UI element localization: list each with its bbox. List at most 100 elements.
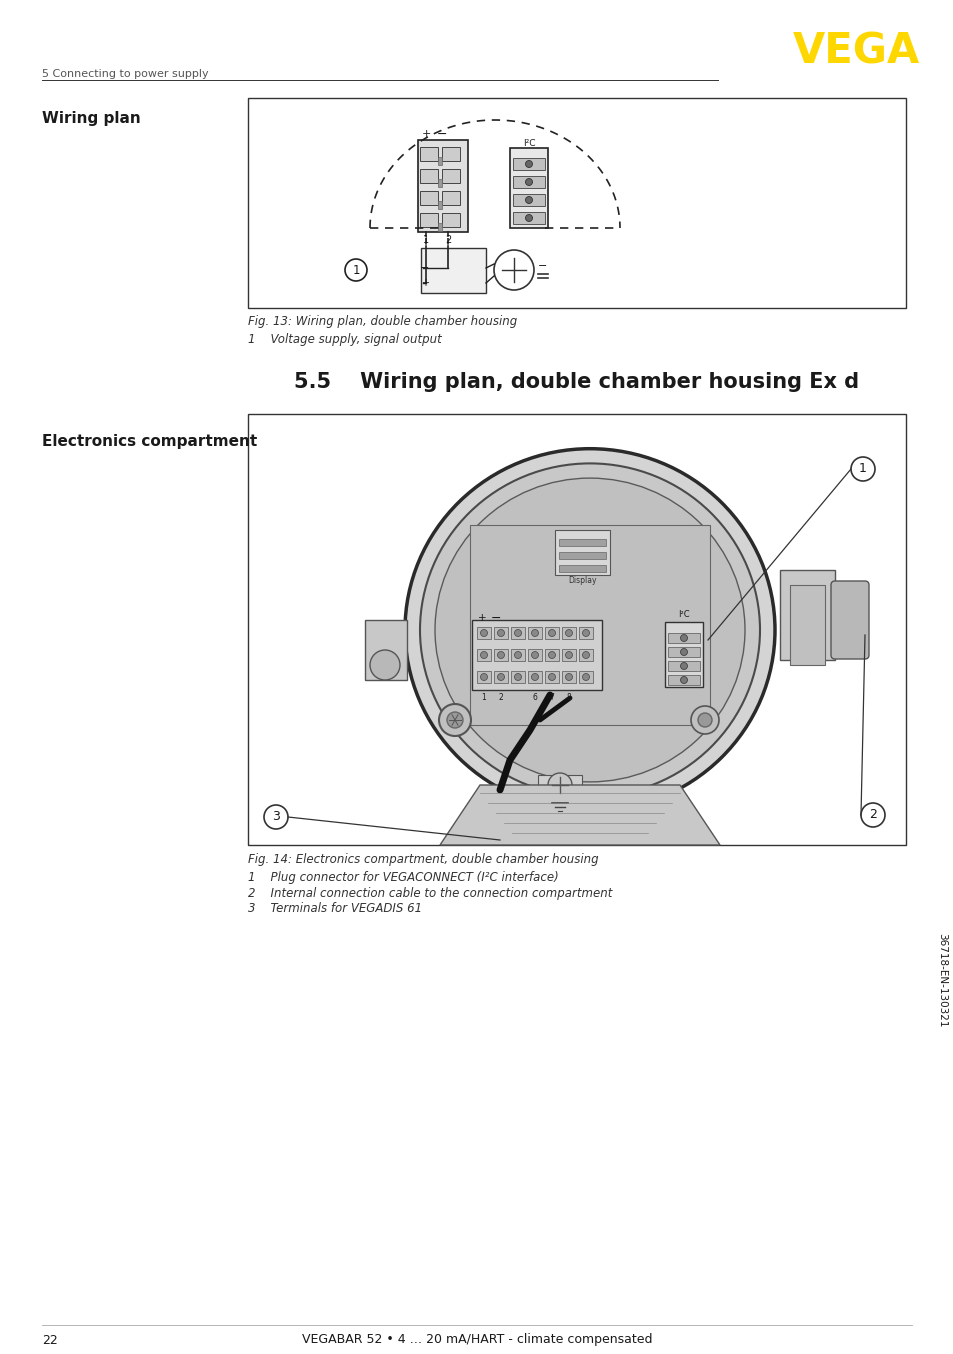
Bar <box>472 620 601 691</box>
Circle shape <box>525 196 532 203</box>
Bar <box>513 194 544 206</box>
Bar <box>511 672 524 682</box>
Bar <box>476 649 491 661</box>
Text: 3    Terminals for VEGADIS 61: 3 Terminals for VEGADIS 61 <box>248 903 421 915</box>
Circle shape <box>438 704 471 737</box>
Circle shape <box>565 651 572 658</box>
Bar <box>664 621 702 686</box>
Circle shape <box>565 673 572 681</box>
Bar <box>417 139 468 232</box>
Text: −: − <box>490 612 500 624</box>
Text: Fig. 13: Wiring plan, double chamber housing: Fig. 13: Wiring plan, double chamber hou… <box>248 315 517 329</box>
Bar <box>578 649 593 661</box>
Bar <box>513 176 544 188</box>
Bar <box>511 627 524 639</box>
Circle shape <box>861 803 884 827</box>
Text: Display: Display <box>568 577 597 585</box>
Bar <box>527 627 541 639</box>
Circle shape <box>698 714 711 727</box>
Bar <box>578 672 593 682</box>
Bar <box>365 620 407 680</box>
Bar <box>437 157 441 165</box>
Text: 5.5    Wiring plan, double chamber housing Ex d: 5.5 Wiring plan, double chamber housing … <box>294 372 859 393</box>
Circle shape <box>582 630 589 636</box>
Text: 8: 8 <box>566 693 571 703</box>
Text: 3: 3 <box>272 811 279 823</box>
Circle shape <box>531 673 537 681</box>
Bar <box>561 649 576 661</box>
Ellipse shape <box>405 448 774 811</box>
Text: 1    Plug connector for VEGACONNECT (I²C interface): 1 Plug connector for VEGACONNECT (I²C in… <box>248 871 558 884</box>
Text: 1: 1 <box>422 236 429 245</box>
Bar <box>578 627 593 639</box>
Bar <box>537 774 581 795</box>
Circle shape <box>480 673 487 681</box>
Circle shape <box>850 458 874 481</box>
Bar <box>494 649 507 661</box>
Bar <box>441 148 459 161</box>
Circle shape <box>514 673 521 681</box>
Circle shape <box>690 705 719 734</box>
Bar <box>667 661 700 672</box>
Circle shape <box>547 773 572 798</box>
Circle shape <box>480 630 487 636</box>
Circle shape <box>548 651 555 658</box>
Polygon shape <box>439 785 720 845</box>
Bar <box>437 200 441 209</box>
Text: +: + <box>421 129 430 139</box>
Text: Electronics compartment: Electronics compartment <box>42 435 257 450</box>
Bar <box>248 414 905 845</box>
Bar <box>780 570 834 659</box>
Circle shape <box>480 651 487 658</box>
Text: +: + <box>420 278 429 288</box>
Text: −: − <box>436 127 447 141</box>
Bar <box>511 649 524 661</box>
Bar <box>558 565 605 571</box>
Bar <box>527 672 541 682</box>
Text: I²C: I²C <box>678 611 689 620</box>
Bar <box>667 647 700 657</box>
Text: 1    Voltage supply, signal output: 1 Voltage supply, signal output <box>248 333 441 347</box>
Circle shape <box>679 649 687 655</box>
Circle shape <box>497 651 504 658</box>
Text: Fig. 14: Electronics compartment, double chamber housing: Fig. 14: Electronics compartment, double… <box>248 853 598 865</box>
Bar <box>513 213 544 223</box>
Bar <box>437 223 441 232</box>
Bar <box>558 539 605 546</box>
Bar <box>544 672 558 682</box>
Bar <box>513 158 544 171</box>
Text: 1: 1 <box>481 693 486 703</box>
Bar <box>420 248 485 292</box>
Circle shape <box>525 161 532 168</box>
Text: −: − <box>537 261 547 271</box>
Text: 1: 1 <box>858 463 866 475</box>
Text: VEGA: VEGA <box>792 31 919 73</box>
Bar <box>667 676 700 685</box>
Circle shape <box>264 806 288 829</box>
Bar <box>555 529 609 575</box>
Circle shape <box>514 651 521 658</box>
Circle shape <box>548 673 555 681</box>
Circle shape <box>679 635 687 642</box>
Text: 2: 2 <box>868 808 876 822</box>
Bar <box>476 627 491 639</box>
Circle shape <box>531 651 537 658</box>
Text: +: + <box>477 613 486 623</box>
Circle shape <box>497 673 504 681</box>
Circle shape <box>514 630 521 636</box>
Bar <box>544 649 558 661</box>
Bar <box>510 148 547 227</box>
Circle shape <box>565 630 572 636</box>
Circle shape <box>447 712 462 728</box>
Text: 22: 22 <box>42 1334 58 1346</box>
Circle shape <box>525 214 532 222</box>
Bar <box>441 213 459 227</box>
Ellipse shape <box>435 478 744 781</box>
Circle shape <box>582 651 589 658</box>
Bar <box>419 169 437 183</box>
Bar <box>494 672 507 682</box>
Bar <box>544 627 558 639</box>
Text: Wiring plan: Wiring plan <box>42 111 141 126</box>
Bar <box>441 169 459 183</box>
Bar <box>437 179 441 187</box>
